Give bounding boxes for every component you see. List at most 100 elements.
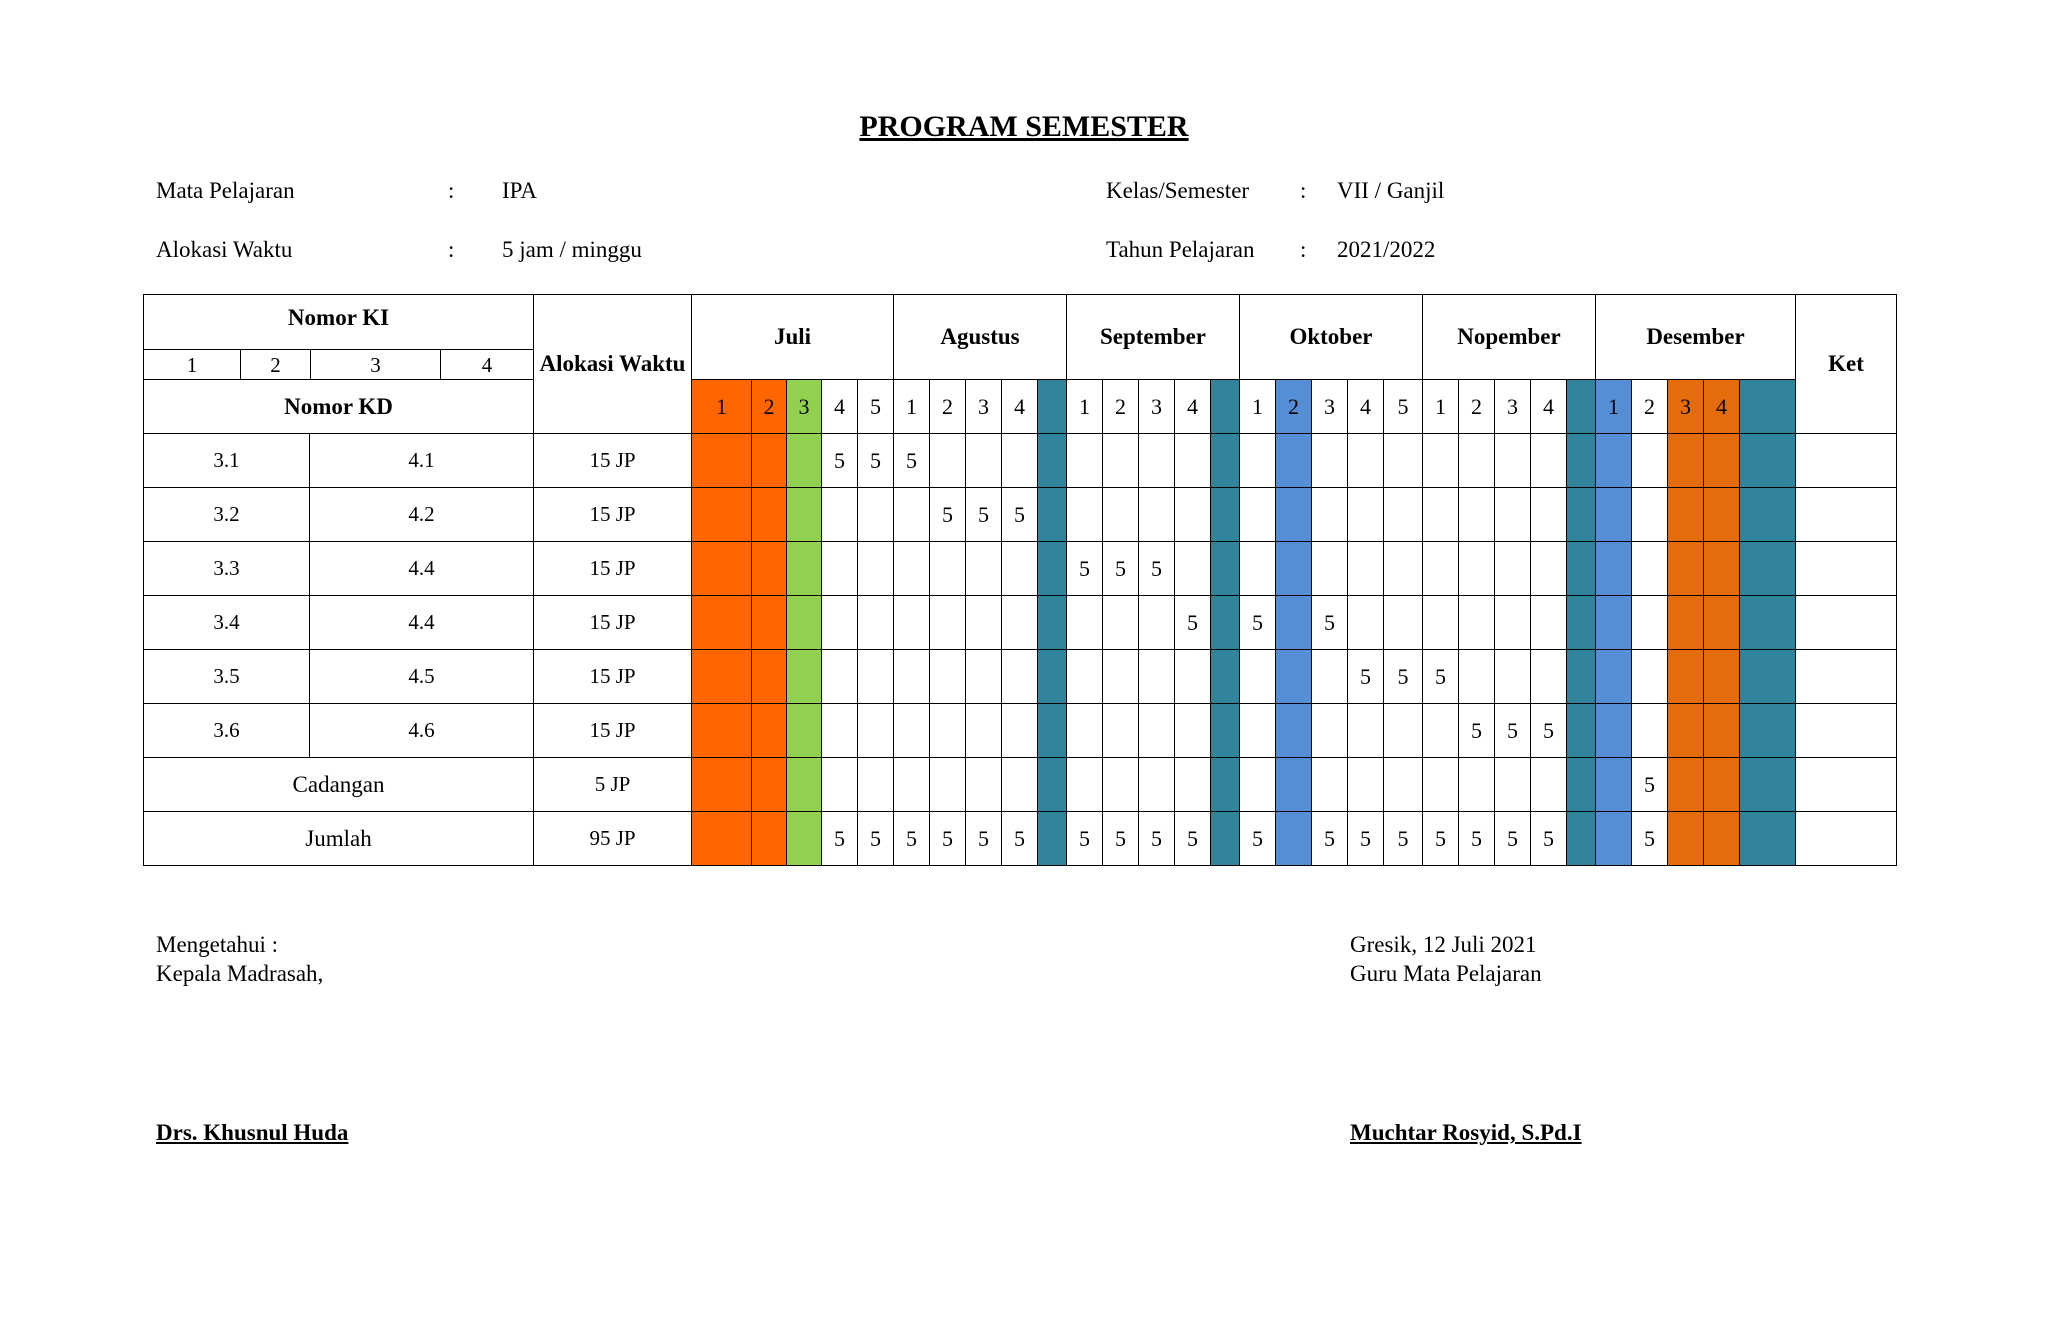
week-cell (1102, 649, 1139, 704)
week-cell (1275, 703, 1312, 758)
week-cell: 5 (1001, 811, 1038, 866)
week-cell (1566, 487, 1596, 542)
week-cell (1347, 595, 1384, 650)
week-cell (1383, 541, 1423, 596)
table-row: 3.4 4.4 15 JP 5 5 5 (143, 595, 1897, 650)
week-cell (1037, 811, 1067, 866)
week-cell (1667, 757, 1704, 812)
alokasi-label: Alokasi Waktu (156, 237, 293, 262)
month-header: Agustus (893, 294, 1067, 380)
week-cell (1239, 703, 1276, 758)
guru-name: Muchtar Rosyid, S.Pd.I (1350, 1120, 1582, 1145)
week-cell (1102, 757, 1139, 812)
week-cell (893, 487, 930, 542)
title-text: PROGRAM SEMESTER (859, 110, 1189, 143)
week-number: 2 (1275, 379, 1312, 434)
week-cell (1667, 433, 1704, 488)
signature-right: Gresik, 12 Juli 2021 Guru Mata Pelajaran (1350, 930, 1542, 988)
week-cell: 5 (1631, 757, 1668, 812)
week-cell (751, 595, 787, 650)
week-cell (1210, 433, 1240, 488)
week-cell (929, 541, 966, 596)
week-cell (857, 757, 894, 812)
week-cell (751, 757, 787, 812)
week-cell (965, 541, 1002, 596)
week-cell (1210, 595, 1240, 650)
kelas-colon: : (1300, 178, 1307, 203)
week-cell (1530, 433, 1567, 488)
kd3-cell: 3.6 (143, 703, 310, 758)
week-cell (1001, 433, 1038, 488)
week-cell (1037, 487, 1067, 542)
week-cell (857, 649, 894, 704)
week-cell: 5 (1239, 811, 1276, 866)
week-cell (1494, 649, 1531, 704)
alokasi-cell: 15 JP (533, 649, 692, 704)
alokasi-cell: 5 JP (533, 757, 692, 812)
week-cell (1383, 595, 1423, 650)
ket-cell (1795, 487, 1897, 542)
ki-number: 4 (440, 350, 533, 379)
week-cell (1566, 541, 1596, 596)
week-number: 3 (1311, 379, 1348, 434)
kd3-cell: 3.4 (143, 595, 310, 650)
week-cell (1739, 703, 1796, 758)
week-number: 2 (1631, 379, 1668, 434)
week-cell (786, 487, 822, 542)
ket-cell (1795, 595, 1897, 650)
week-cell: 5 (965, 487, 1002, 542)
week-cell (1422, 541, 1459, 596)
week-cell (1631, 649, 1668, 704)
week-number: 5 (1383, 379, 1423, 434)
week-cell: 5 (1174, 811, 1211, 866)
week-cell (1703, 649, 1740, 704)
place-date-text: Gresik, 12 Juli 2021 (1350, 932, 1537, 957)
week-cell: 5 (1066, 811, 1103, 866)
week-number: 4 (1174, 379, 1211, 434)
week-number: 4 (1347, 379, 1384, 434)
week-cell (786, 757, 822, 812)
week-cell (1138, 703, 1175, 758)
week-cell (1066, 433, 1103, 488)
week-cell: 5 (1174, 595, 1211, 650)
week-cell (1703, 433, 1740, 488)
kd3-cell: 3.1 (143, 433, 310, 488)
week-cell (1422, 703, 1459, 758)
week-cell (1383, 487, 1423, 542)
week-cell: 5 (1001, 487, 1038, 542)
kepala-name: Drs. Khusnul Huda (156, 1120, 349, 1145)
week-cell (1494, 757, 1531, 812)
table-row: 3.6 4.6 15 JP 5 5 5 (143, 703, 1897, 758)
week-cell (821, 649, 858, 704)
week-cell (751, 811, 787, 866)
week-cell (1530, 757, 1567, 812)
kd3-cell: 3.5 (143, 649, 310, 704)
week-cell (1739, 757, 1796, 812)
week-cell (1275, 541, 1312, 596)
kelas-label: Kelas/Semester (1106, 178, 1250, 203)
week-cell (751, 541, 787, 596)
week-cell (1275, 811, 1312, 866)
week-cell: 5 (1494, 703, 1531, 758)
week-cell (1703, 757, 1740, 812)
week-cell (1458, 487, 1495, 542)
week-cell (1066, 487, 1103, 542)
week-cell (857, 703, 894, 758)
week-cell (1037, 433, 1067, 488)
week-cell (786, 541, 822, 596)
week-cell: 5 (929, 811, 966, 866)
week-cell (691, 433, 752, 488)
kelas-value: VII / Ganjil (1337, 178, 1445, 203)
kd3-cell: 3.2 (143, 487, 310, 542)
week-cell (1102, 487, 1139, 542)
week-cell (1494, 595, 1531, 650)
week-number: 2 (1102, 379, 1139, 434)
week-cell (929, 649, 966, 704)
ket-cell (1795, 649, 1897, 704)
week-cell (1174, 757, 1211, 812)
week-cell: 5 (1066, 541, 1103, 596)
week-cell (893, 757, 930, 812)
week-cell (1066, 703, 1103, 758)
week-cell (1458, 541, 1495, 596)
week-cell (1667, 541, 1704, 596)
